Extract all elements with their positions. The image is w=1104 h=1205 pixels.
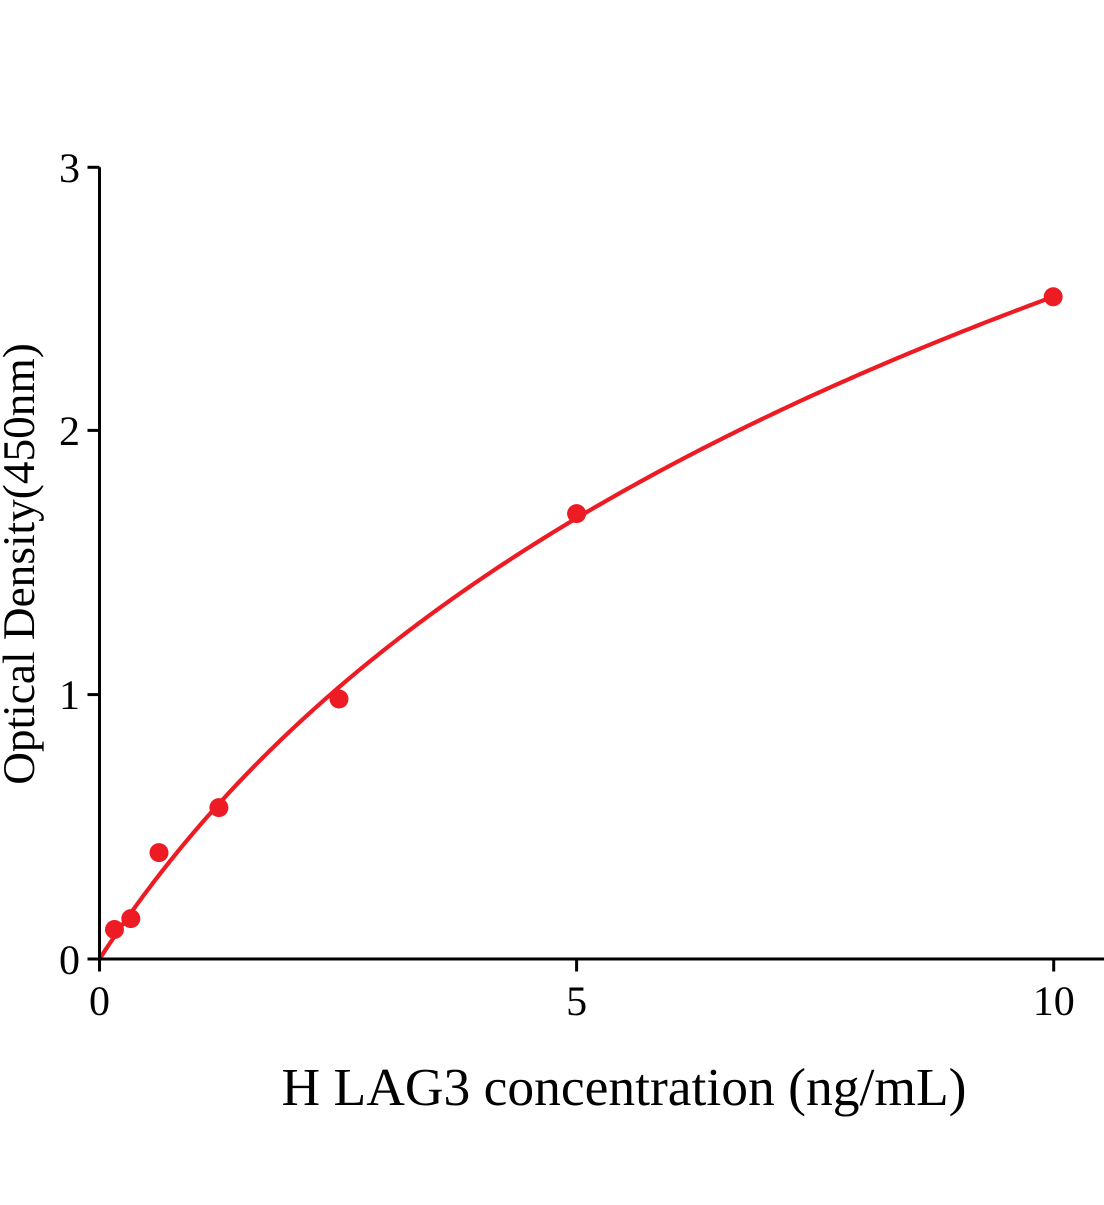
svg-text:Optical Density(450nm): Optical Density(450nm) xyxy=(0,343,44,785)
svg-text:10: 10 xyxy=(1033,979,1075,1025)
svg-text:5: 5 xyxy=(566,979,587,1025)
svg-text:0: 0 xyxy=(59,938,80,984)
svg-text:3: 3 xyxy=(59,146,80,192)
svg-text:0: 0 xyxy=(89,979,110,1025)
svg-text:2: 2 xyxy=(59,409,80,455)
svg-text:1: 1 xyxy=(59,673,80,719)
svg-text:H LAG3 concentration (ng/mL): H LAG3 concentration (ng/mL) xyxy=(282,1057,967,1117)
